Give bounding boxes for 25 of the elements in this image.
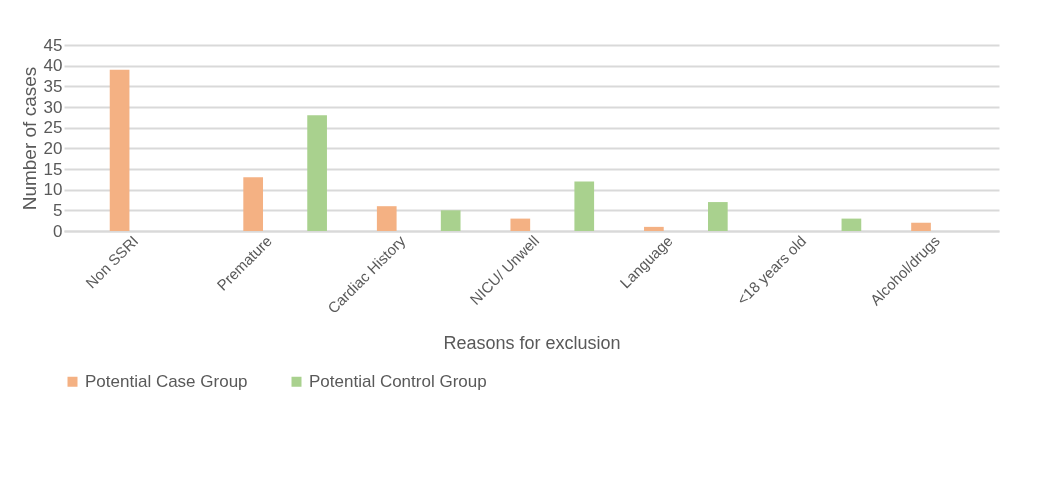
y-tick-label: 30 xyxy=(43,97,63,117)
bar xyxy=(307,115,327,231)
bar xyxy=(440,210,461,231)
bar xyxy=(243,177,264,231)
y-tick-label: 15 xyxy=(43,159,63,179)
y-tick-label: 35 xyxy=(43,76,63,96)
y-tick-label: 0 xyxy=(53,221,63,241)
bar xyxy=(109,69,130,231)
y-axis-title: Number of cases xyxy=(18,66,40,211)
bar xyxy=(644,226,664,231)
legend-label: Potential Control Group xyxy=(309,371,487,391)
bar xyxy=(911,222,931,231)
x-axis-title: Reasons for exclusion xyxy=(443,332,621,353)
bar xyxy=(574,181,595,231)
bar xyxy=(510,218,531,231)
y-tick-label: 5 xyxy=(53,200,63,220)
bar xyxy=(841,218,862,231)
y-tick-label: 20 xyxy=(43,138,63,158)
legend-label: Potential Case Group xyxy=(85,371,248,391)
y-tick-label: 25 xyxy=(43,118,63,138)
bar xyxy=(707,202,728,231)
y-tick-label: 10 xyxy=(43,180,63,200)
y-tick-label: 45 xyxy=(43,35,63,55)
bar xyxy=(376,206,397,231)
y-tick-label: 40 xyxy=(43,56,63,76)
